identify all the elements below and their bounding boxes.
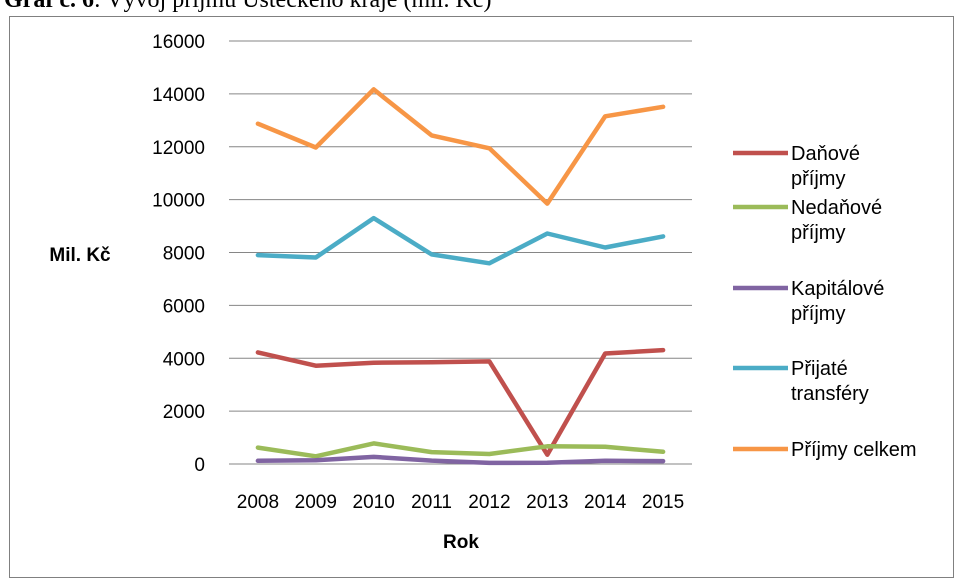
y-tick-label: 12000: [152, 138, 205, 159]
gridlines: [229, 40, 692, 465]
legend-item: Příjmy celkem: [733, 439, 917, 461]
series-lines: [255, 87, 666, 466]
legend-label: příjmy: [791, 303, 845, 325]
y-tick-label: 8000: [163, 244, 205, 265]
y-tick-label: 6000: [163, 296, 205, 317]
legend-label: Kapitálové: [791, 278, 884, 300]
y-tick-label: 16000: [152, 32, 205, 53]
legend-label: Nedaňové: [791, 197, 882, 219]
y-axis-label: Mil. Kč: [49, 245, 111, 266]
y-tick-label: 2000: [163, 402, 205, 423]
y-tick-labels: 0 2000 4000 6000 8000 10000 12000 14000 16000: [152, 32, 205, 476]
y-tick-label: 0: [194, 455, 205, 476]
chart-frame: [9, 16, 954, 578]
legend-item: Daňové příjmy: [733, 143, 860, 190]
legend-label: Přijaté: [791, 358, 848, 380]
y-tick-label: 10000: [152, 191, 205, 212]
legend-item: Nedaňové příjmy: [733, 197, 882, 244]
legend-label: příjmy: [791, 168, 845, 190]
x-tick-label: 2013: [526, 492, 568, 513]
series-line: [255, 441, 666, 459]
x-axis-label: Rok: [443, 532, 479, 553]
series-line: [255, 454, 666, 466]
legend-item: Kapitálové příjmy: [733, 278, 884, 325]
chart-caption: Graf č. 6: Vývoj příjmů Ústeckého kraje …: [4, 0, 491, 14]
legend-label: Daňové: [791, 143, 860, 165]
series-line: [255, 215, 666, 266]
legend-label: příjmy: [791, 222, 845, 244]
x-tick-label: 2008: [237, 492, 279, 513]
y-tick-label: 14000: [152, 85, 205, 106]
series-line: [255, 347, 666, 457]
x-tick-label: 2014: [584, 492, 627, 513]
series-line: [255, 87, 666, 206]
legend-label: transféry: [791, 383, 869, 405]
y-tick-label: 4000: [163, 349, 205, 370]
legend-item: Přijaté transféry: [733, 358, 869, 405]
legend: Daňové příjmy Nedaňové příjmy Kapitálové příj…: [733, 143, 917, 461]
x-tick-label: 2010: [353, 492, 395, 513]
x-tick-labels: 2008 2009 2010 2011 2012 2013 2014 2015: [237, 492, 684, 513]
x-tick-label: 2011: [411, 492, 452, 513]
x-tick-label: 2015: [642, 492, 684, 513]
caption-number: Graf č. 6: [4, 0, 94, 13]
caption-text: : Vývoj příjmů Ústeckého kraje (mil. Kč): [93, 0, 492, 13]
legend-label: Příjmy celkem: [791, 439, 917, 461]
x-tick-label: 2009: [295, 492, 337, 513]
x-tick-label: 2012: [468, 492, 510, 513]
